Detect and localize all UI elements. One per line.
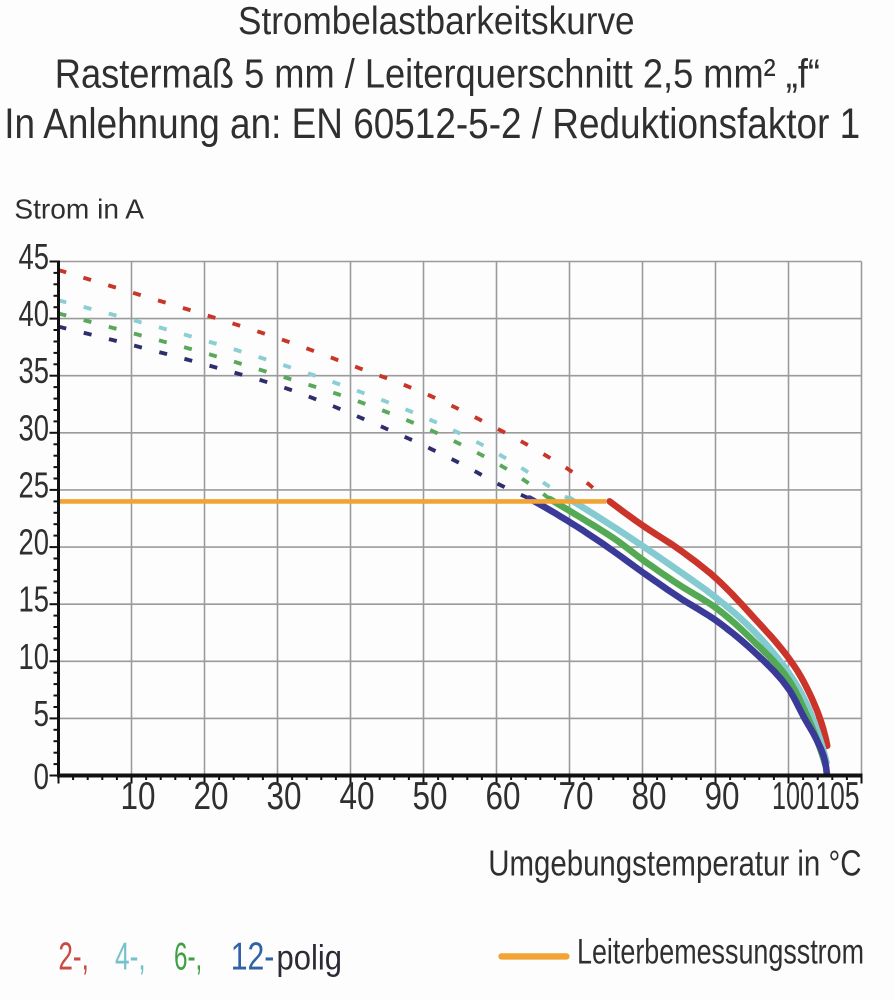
svg-text:50: 50 — [413, 775, 448, 818]
svg-text:25: 25 — [19, 464, 50, 505]
svg-text:10: 10 — [121, 775, 156, 818]
svg-text:70: 70 — [559, 775, 594, 818]
svg-text:20: 20 — [19, 522, 50, 563]
svg-text:6-,: 6-, — [174, 936, 202, 979]
svg-text:20: 20 — [194, 775, 229, 818]
svg-text:30: 30 — [19, 407, 50, 448]
svg-text:In Anlehnung an: EN 60512-5-2: In Anlehnung an: EN 60512-5-2 / Reduktio… — [4, 101, 860, 148]
svg-text:60: 60 — [486, 775, 521, 818]
svg-text:0: 0 — [34, 756, 50, 797]
svg-text:30: 30 — [267, 775, 302, 818]
svg-text:Rastermaß 5 mm / Leiterquersch: Rastermaß 5 mm / Leiterquerschnitt 2,5 m… — [55, 51, 820, 97]
svg-text:100: 100 — [772, 775, 814, 818]
svg-text:80: 80 — [632, 775, 667, 818]
svg-text:40: 40 — [19, 293, 50, 334]
svg-text:Leiterbemessungsstrom: Leiterbemessungsstrom — [577, 933, 864, 972]
svg-text:Umgebungstemperatur in °C: Umgebungstemperatur in °C — [488, 843, 861, 884]
svg-text:40: 40 — [340, 775, 375, 818]
svg-text:105: 105 — [816, 775, 860, 818]
svg-text:Strombelastbarkeitskurve: Strombelastbarkeitskurve — [238, 0, 635, 43]
svg-text:Strom in A: Strom in A — [14, 193, 144, 224]
svg-text:10: 10 — [19, 636, 50, 677]
svg-text:45: 45 — [19, 236, 50, 277]
svg-text:90: 90 — [705, 775, 740, 818]
svg-text:15: 15 — [19, 579, 50, 620]
svg-text:polig: polig — [277, 938, 343, 978]
svg-text:12-: 12- — [231, 936, 275, 979]
svg-text:4-,: 4-, — [115, 936, 146, 979]
svg-text:2-,: 2-, — [58, 936, 89, 979]
svg-text:35: 35 — [19, 350, 50, 391]
svg-text:5: 5 — [34, 693, 50, 734]
